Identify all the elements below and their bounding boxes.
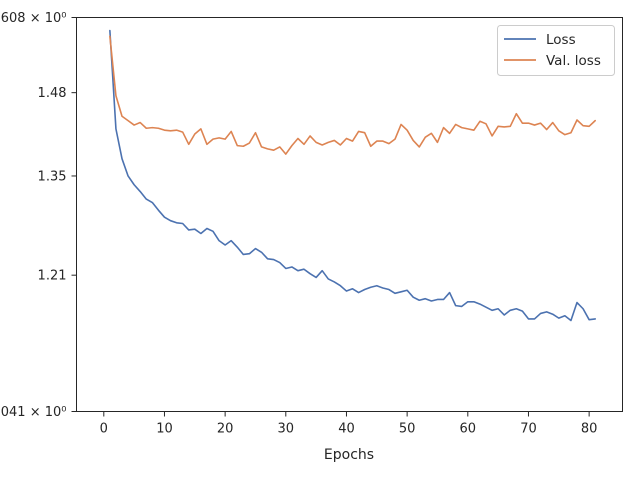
series-line-val-loss <box>109 35 597 155</box>
x-axis: 0 10 20 30 40 50 60 70 80 <box>100 411 598 437</box>
x-tick-label: 20 <box>217 422 234 437</box>
x-tick-label: 80 <box>581 422 598 437</box>
x-tick-label: 0 <box>100 422 108 437</box>
plot-frame <box>76 17 623 412</box>
x-tick-label: 50 <box>399 422 416 437</box>
y-tick-label: 1.608 × 10⁰ <box>0 11 67 26</box>
legend-label-loss: Loss <box>546 32 576 48</box>
y-tick-label: 1.041 × 10⁰ <box>0 405 67 420</box>
x-tick-label: 30 <box>278 422 295 437</box>
x-tick-label: 10 <box>156 422 173 437</box>
y-tick-label: 1.48 <box>38 86 67 101</box>
series-lines <box>109 29 597 322</box>
y-axis: 1.608 × 10⁰ 1.48 1.35 1.21 1.041 × 10⁰ <box>0 11 77 420</box>
legend: Loss Val. loss <box>497 25 615 76</box>
series-line-loss <box>109 29 597 322</box>
y-tick-label: 1.21 <box>38 269 67 284</box>
x-tick-label: 40 <box>338 422 355 437</box>
x-axis-title: Epochs <box>324 447 374 463</box>
x-tick-label: 70 <box>520 422 537 437</box>
legend-frame <box>497 25 615 76</box>
legend-label-val-loss: Val. loss <box>546 53 601 69</box>
x-tick-label: 60 <box>460 422 477 437</box>
y-tick-label: 1.35 <box>38 169 67 184</box>
